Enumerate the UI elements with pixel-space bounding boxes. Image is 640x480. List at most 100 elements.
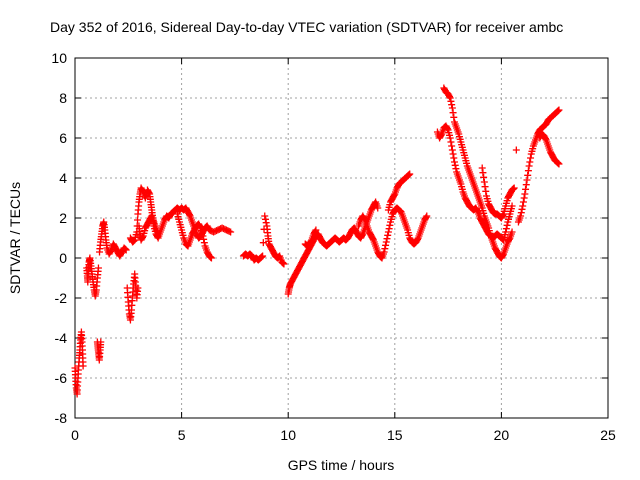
- y-tick-label: -4: [55, 330, 68, 346]
- data-point: [512, 146, 520, 154]
- data-point: [261, 215, 269, 223]
- data-point: [382, 238, 390, 246]
- data-point: [185, 211, 193, 219]
- grid-lines: [75, 58, 608, 418]
- data-point: [381, 245, 389, 253]
- data-point: [259, 239, 267, 247]
- data-point: [524, 171, 532, 179]
- data-point: [307, 237, 315, 245]
- data-point: [508, 228, 516, 236]
- data-point: [154, 230, 162, 238]
- data-point: [385, 225, 393, 233]
- x-axis-label: GPS time / hours: [288, 457, 395, 473]
- data-point: [554, 107, 562, 115]
- data-point: [262, 219, 270, 227]
- data-point: [452, 165, 460, 173]
- data-point: [555, 160, 563, 168]
- data-point: [134, 284, 142, 292]
- data-point: [526, 158, 534, 166]
- data-point: [225, 227, 233, 235]
- x-tick-label: 25: [600, 427, 616, 443]
- data-point: [524, 167, 532, 175]
- data-point: [519, 202, 527, 210]
- data-point: [130, 237, 138, 245]
- data-point: [414, 235, 422, 243]
- y-tick-label: -8: [55, 410, 68, 426]
- data-point: [390, 191, 398, 199]
- data-point: [312, 226, 320, 234]
- data-point: [499, 211, 507, 219]
- data-point: [503, 221, 511, 229]
- data-point: [446, 134, 454, 142]
- data-points: [71, 84, 563, 398]
- data-point: [311, 227, 319, 235]
- data-point: [121, 245, 129, 253]
- x-tick-label: 20: [494, 427, 510, 443]
- data-point: [206, 253, 214, 261]
- data-point: [437, 131, 445, 139]
- y-axis-label: SDTVAR / TECUs: [7, 182, 23, 294]
- data-point: [554, 159, 562, 167]
- data-point: [279, 259, 287, 267]
- data-point: [382, 241, 390, 249]
- data-point: [384, 228, 392, 236]
- data-point: [386, 221, 394, 229]
- data-point: [374, 204, 382, 212]
- y-tick-label: -2: [55, 290, 68, 306]
- data-point: [360, 215, 368, 223]
- data-point: [502, 225, 510, 233]
- y-tick-label: 2: [59, 210, 67, 226]
- data-point: [448, 101, 456, 109]
- data-point: [404, 171, 412, 179]
- y-tick-label: 10: [51, 50, 67, 66]
- data-point: [481, 183, 489, 191]
- data-point: [406, 170, 414, 178]
- data-point: [449, 109, 457, 117]
- x-tick-label: 10: [280, 427, 296, 443]
- data-point: [259, 252, 267, 260]
- data-point: [517, 212, 525, 220]
- data-point: [134, 216, 142, 224]
- data-point: [79, 362, 87, 370]
- data-point: [200, 235, 208, 243]
- data-point: [448, 146, 456, 154]
- data-point: [384, 231, 392, 239]
- data-point: [554, 107, 562, 115]
- data-point: [510, 184, 518, 192]
- data-point: [227, 228, 235, 236]
- y-tick-label: 0: [59, 250, 67, 266]
- data-point: [520, 194, 528, 202]
- data-point: [207, 254, 215, 262]
- data-point: [145, 189, 153, 197]
- data-point: [207, 253, 215, 261]
- data-point: [509, 185, 517, 193]
- data-point: [450, 154, 458, 162]
- y-tick-label: 4: [59, 170, 67, 186]
- tick-labels: 0 5 10 15 20 25 -8 -6 -4 -2 0 2 4 6 8 10: [51, 50, 616, 443]
- data-point: [121, 245, 129, 253]
- data-point: [499, 251, 507, 259]
- data-point: [423, 212, 431, 220]
- data-point: [527, 154, 535, 162]
- data-point: [139, 233, 147, 241]
- data-point: [482, 187, 490, 195]
- data-point: [480, 173, 488, 181]
- data-point: [451, 161, 459, 169]
- data-point: [447, 138, 455, 146]
- data-point: [405, 171, 413, 179]
- data-point: [525, 162, 533, 170]
- data-point: [522, 185, 530, 193]
- data-point: [478, 164, 486, 172]
- data-point: [517, 209, 525, 217]
- chart-title: Day 352 of 2016, Sidereal Day-to-day VTE…: [50, 19, 563, 35]
- data-point: [519, 198, 527, 206]
- data-point: [261, 212, 269, 220]
- data-point: [358, 231, 366, 239]
- data-point: [508, 202, 516, 210]
- data-point: [196, 223, 204, 231]
- data-point: [522, 181, 530, 189]
- data-point: [448, 104, 456, 112]
- data-point: [450, 113, 458, 121]
- data-point: [541, 135, 549, 143]
